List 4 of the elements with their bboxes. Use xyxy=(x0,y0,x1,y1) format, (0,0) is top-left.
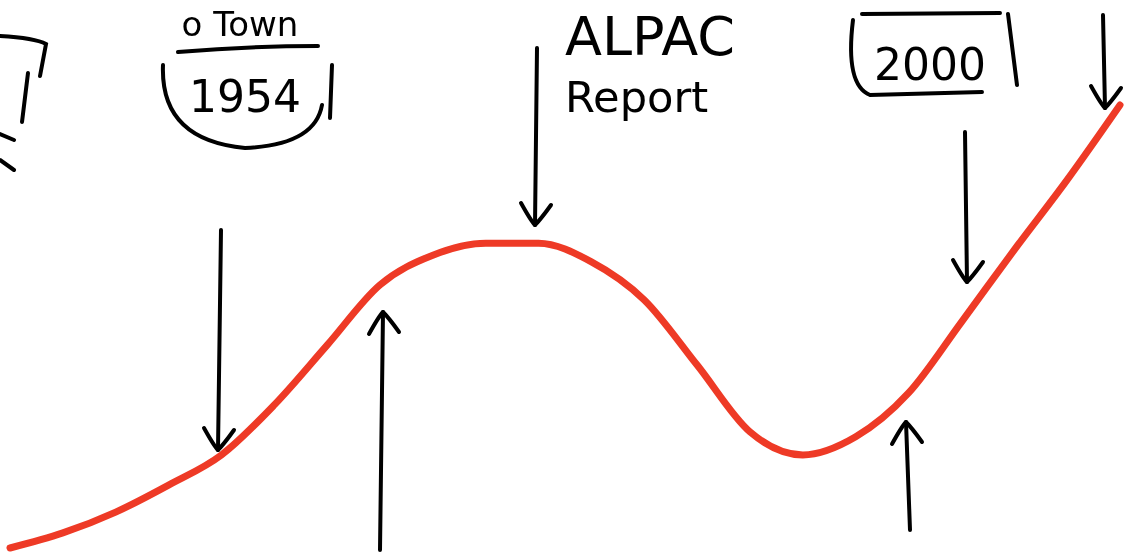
annotation: 1954 xyxy=(189,71,301,122)
text: 2000 xyxy=(874,39,986,90)
annotation: ALPAC Report xyxy=(565,5,735,122)
text: o Town xyxy=(181,4,299,44)
